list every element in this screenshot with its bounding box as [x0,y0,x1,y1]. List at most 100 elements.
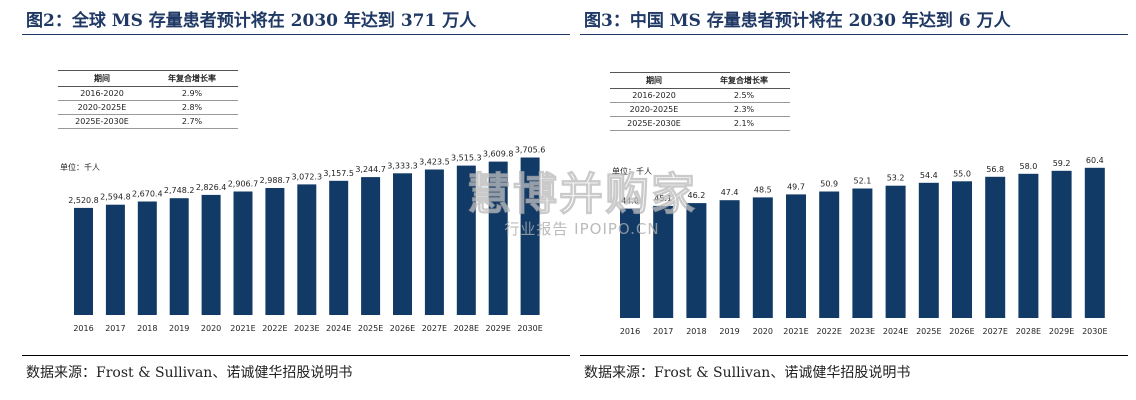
data-label: 2,826.4 [196,183,227,192]
bar-2017 [653,205,674,318]
cagr-rate: 2.5% [698,88,790,103]
data-label: 3,157.5 [323,169,354,178]
data-label: 58.0 [1019,162,1037,171]
source-divider [22,355,570,356]
bar-2023E [852,188,873,318]
x-tick-label: 2029E [1049,327,1074,336]
cagr-table-header: 期间 年复合增长率 [610,72,790,89]
bar-2016 [74,207,93,315]
x-tick-label: 2028E [1016,327,1041,336]
title-divider [580,34,1128,35]
x-tick-label: 2028E [454,324,479,333]
x-tick-label: 2030E [1082,327,1107,336]
data-label: 52.1 [853,177,871,186]
data-label: 48.5 [754,185,772,194]
bar-2024E [329,180,349,315]
cagr-rate: 2.7% [146,114,238,129]
bar-2025E [361,177,381,315]
cagr-period: 2020-2025E [610,102,698,117]
data-label: 3,244.7 [355,165,386,174]
x-tick-label: 2019 [719,327,739,336]
bar-2018 [137,201,157,315]
data-label: 2,988.7 [260,176,291,185]
data-label: 56.8 [986,165,1004,174]
table-row: 2025E-2030E 2.1% [610,116,790,131]
bar-2020 [201,194,221,315]
x-tick-label: 2018 [686,327,706,336]
bar-2020 [752,197,773,318]
bar-2026E [393,173,412,315]
cagr-period: 2020-2025E [58,100,146,115]
x-tick-label: 2024E [326,324,351,333]
cagr-rate: 2.9% [146,86,238,101]
data-label: 3,333.3 [387,161,418,170]
figure-2-panel: 图2：全球 MS 存量患者预计将在 2030 年达到 371 万人 期间 年复合… [22,0,572,400]
data-label: 3,705.6 [515,146,546,155]
x-tick-label: 2021E [230,324,255,333]
cagr-header-rate: 年复合增长率 [146,70,238,87]
bar-2029E [488,161,508,315]
x-tick-label: 2025E [358,324,383,333]
figure-3-panel: 图3：中国 MS 存量患者预计将在 2030 年达到 6 万人 期间 年复合增长… [580,0,1130,400]
data-label: 2,594.8 [100,193,131,202]
bar-2030E [520,157,540,315]
table-row: 2020-2025E 2.3% [610,102,790,117]
bar-2016 [620,208,640,318]
data-label: 3,423.5 [419,158,450,167]
x-tick-label: 2023E [294,324,319,333]
x-tick-label: 2030E [517,324,542,333]
bar-chart-global: 2,520.8 2016 2,594.8 2017 2,670.4 2018 2,748.2… [68,146,546,334]
x-tick-label: 2017 [653,327,673,336]
table-row: 2020-2025E 2.8% [58,100,238,115]
bar-chart-china: 44.0 2016 45.1 2017 46.2 2018 47.4 2019 48.5 2020… [620,156,1108,336]
cagr-period: 2016-2020 [58,86,146,101]
bar-2017 [105,204,125,315]
data-label: 59.2 [1053,159,1071,168]
bar-2019 [719,200,740,318]
bar-2021E [233,191,253,315]
data-label: 2,748.2 [164,186,195,195]
bar-2028E [456,165,476,315]
data-label: 44.0 [621,197,639,206]
figure-title: 图3：中国 MS 存量患者预计将在 2030 年达到 6 万人 [584,11,1011,31]
x-tick-label: 2019 [169,324,189,333]
x-tick-label: 2027E [982,327,1007,336]
figure-title: 图2：全球 MS 存量患者预计将在 2030 年达到 371 万人 [26,11,477,31]
bar-2026E [952,181,972,318]
cagr-rate: 2.3% [698,102,790,117]
bar-2027E [424,169,444,315]
data-label: 2,520.8 [68,196,99,205]
bar-2027E [985,176,1006,318]
table-row: 2025E-2030E 2.7% [58,114,238,129]
data-label: 55.0 [953,169,971,178]
data-label: 2,670.4 [132,190,163,199]
cagr-period: 2025E-2030E [58,114,146,129]
bar-2030E [1084,167,1105,318]
cagr-header-period: 期间 [610,72,698,89]
cagr-period: 2016-2020 [610,88,698,103]
x-tick-label: 2016 [620,327,640,336]
data-label: 45.1 [654,194,672,203]
x-tick-label: 2029E [485,324,510,333]
source-note: 数据来源：Frost & Sullivan、诺诚健华招股说明书 [584,365,911,381]
bar-2029E [1051,170,1072,318]
source-divider [580,355,1128,356]
bar-2018 [686,203,707,318]
cagr-header-rate: 年复合增长率 [698,72,790,89]
unit-label: 单位：千人 [60,163,100,172]
cagr-table-header: 期间 年复合增长率 [58,70,238,87]
data-label: 49.7 [787,182,805,191]
x-tick-label: 2026E [949,327,974,336]
x-tick-label: 2018 [137,324,157,333]
x-tick-label: 2022E [262,324,287,333]
x-tick-label: 2024E [883,327,908,336]
cagr-table: 期间 年复合增长率 2016-2020 2.9% 2020-2025E 2.8%… [58,70,238,129]
title-divider [22,34,570,35]
bar-2023E [297,184,317,315]
source-note: 数据来源：Frost & Sullivan、诺诚健华招股说明书 [26,365,353,381]
cagr-period: 2025E-2030E [610,116,698,131]
data-label: 3,072.3 [292,172,323,181]
table-row: 2016-2020 2.5% [610,88,790,103]
bar-2028E [1018,173,1039,318]
table-row: 2016-2020 2.9% [58,86,238,101]
